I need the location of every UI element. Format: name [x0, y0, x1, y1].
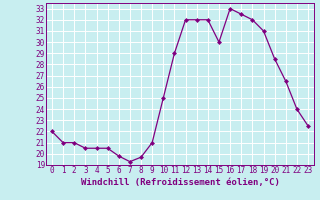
- X-axis label: Windchill (Refroidissement éolien,°C): Windchill (Refroidissement éolien,°C): [81, 178, 279, 187]
